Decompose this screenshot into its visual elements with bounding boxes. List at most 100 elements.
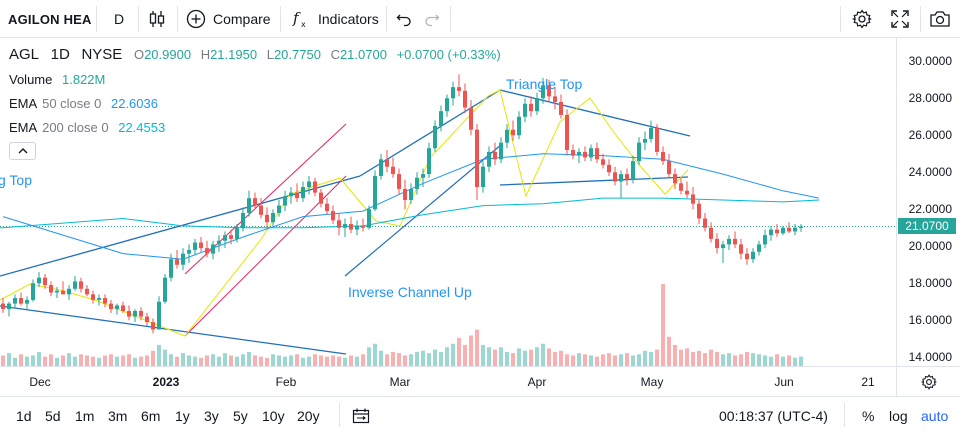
pattern-label-triangle-top[interactable]: Triangle Top <box>506 76 583 92</box>
ema50-legend[interactable]: EMA 50 close 0 22.6036 <box>9 96 158 111</box>
timezone-clock[interactable]: 00:18:37 (UTC-4) <box>719 407 828 424</box>
log-scale-toggle[interactable]: log <box>889 407 908 424</box>
candle-body <box>313 181 317 193</box>
candle-body <box>31 283 35 300</box>
volume-bar <box>355 356 359 366</box>
legend-collapse-button[interactable] <box>9 142 36 160</box>
candle-body <box>733 238 737 245</box>
percent-scale-toggle[interactable]: % <box>862 407 875 424</box>
volume-bar <box>733 355 737 366</box>
chart-pane[interactable]: AGL 1D NYSE O20.9900 H21.1950 L20.7750 C… <box>0 38 896 366</box>
svg-text:f: f <box>292 9 301 27</box>
candle-body <box>667 161 671 175</box>
candle-body <box>343 224 347 228</box>
candle-body <box>637 142 641 162</box>
range-button-1d[interactable]: 1d <box>16 407 32 424</box>
candle-body <box>361 225 365 228</box>
range-button-5y[interactable]: 5y <box>233 407 248 424</box>
candle-body <box>241 212 245 228</box>
volume-bar <box>445 347 449 366</box>
volume-bar <box>13 357 17 366</box>
pattern-label-inverse-channel[interactable]: Inverse Channel Up <box>348 284 472 300</box>
volume-bar <box>571 355 575 366</box>
settings-button[interactable] <box>852 0 872 38</box>
toolbar-divider <box>96 6 97 32</box>
redo-icon <box>425 14 440 27</box>
candle-body <box>259 205 263 215</box>
candle-body <box>721 244 725 249</box>
candle-body <box>613 172 617 182</box>
range-button-5d[interactable]: 5d <box>45 407 61 424</box>
candle-body <box>295 192 299 199</box>
range-button-6m[interactable]: 6m <box>141 407 161 424</box>
candle-body <box>607 164 611 173</box>
volume-bar <box>187 355 191 366</box>
volume-bar <box>289 355 293 366</box>
volume-bar <box>109 354 113 366</box>
screenshot-button[interactable] <box>929 0 951 38</box>
volume-bar <box>265 357 269 366</box>
volume-bar <box>595 356 599 366</box>
auto-scale-toggle[interactable]: auto <box>921 407 949 424</box>
candle-body <box>37 277 41 284</box>
toolbar-divider <box>840 6 841 32</box>
gear-icon <box>852 9 872 29</box>
volume-label: Volume <box>9 72 53 87</box>
range-button-20y[interactable]: 20y <box>297 407 320 424</box>
time-tick-label: Feb <box>275 375 297 389</box>
date-range-picker-button[interactable] <box>352 397 370 434</box>
interval-button[interactable]: D <box>114 11 125 27</box>
volume-bar <box>601 354 605 366</box>
range-button-3m[interactable]: 3m <box>108 407 128 424</box>
candle-body <box>697 203 701 219</box>
volume-bar <box>697 350 701 366</box>
candle-body <box>409 188 413 200</box>
fullscreen-button[interactable] <box>891 0 909 38</box>
candle-body <box>253 198 257 206</box>
symbol-search-button[interactable]: AGILON HEA <box>8 11 92 27</box>
price-tick-label: 20.0000 <box>908 239 952 254</box>
toolbar-divider <box>177 6 178 32</box>
range-button-3y[interactable]: 3y <box>204 407 219 424</box>
volume-bar <box>625 353 629 366</box>
range-button-1m[interactable]: 1m <box>75 407 95 424</box>
legend-interval: 1D <box>50 46 70 63</box>
candle-body <box>223 235 227 241</box>
pattern-label-left[interactable]: g Top <box>0 172 32 188</box>
volume-bar <box>673 344 677 366</box>
pattern-line <box>359 89 501 177</box>
ema50-params: 50 close 0 <box>42 96 102 111</box>
volume-bar <box>283 356 287 366</box>
candle-body <box>19 298 23 304</box>
volume-bar <box>475 329 479 366</box>
candle-body <box>211 244 215 254</box>
volume-legend[interactable]: Volume 1.822M <box>9 72 105 87</box>
toolbar-divider <box>339 403 340 427</box>
axis-settings-button[interactable] <box>896 366 960 396</box>
volume-bar <box>397 353 401 366</box>
volume-bar <box>403 355 407 366</box>
chevron-up-icon <box>18 148 27 154</box>
time-axis[interactable]: Dec 2023 Feb Mar Apr May Jun 21 <box>0 366 896 396</box>
volume-bar <box>253 355 257 366</box>
range-button-10y[interactable]: 10y <box>262 407 285 424</box>
volume-bar <box>721 354 725 366</box>
redo-button[interactable] <box>424 0 440 38</box>
candle-body <box>415 177 419 189</box>
candle-body <box>457 87 461 91</box>
chart-type-button[interactable] <box>148 0 166 38</box>
candle-body <box>565 114 569 151</box>
range-button-1y[interactable]: 1y <box>175 407 190 424</box>
candles-icon <box>149 11 165 27</box>
volume-bar <box>19 354 23 366</box>
time-tick-label: Mar <box>389 375 411 389</box>
legend-exchange: NYSE <box>81 46 123 63</box>
low-label: L <box>266 47 274 62</box>
undo-button[interactable] <box>396 0 412 38</box>
low-value: 20.7750 <box>273 47 321 62</box>
price-axis[interactable]: 30.0000 28.0000 26.0000 24.0000 22.0000 20.00… <box>896 38 960 366</box>
volume-bar <box>247 351 251 366</box>
ema200-legend[interactable]: EMA 200 close 0 22.4553 <box>9 120 165 135</box>
compare-button[interactable]: Compare <box>186 0 271 38</box>
